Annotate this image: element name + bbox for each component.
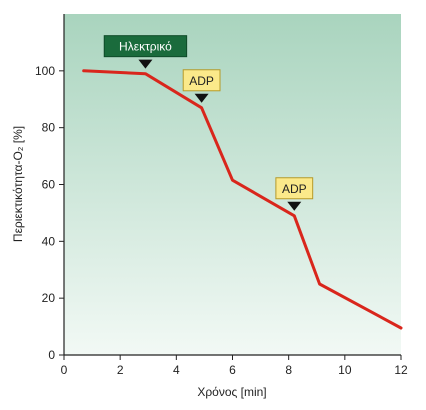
y-tick-label: 80	[42, 121, 56, 135]
annotation-label: ADP	[189, 74, 214, 88]
annotation-arrow	[138, 59, 153, 69]
annotation-arrow	[287, 201, 302, 211]
y-tick-label: 60	[42, 178, 56, 192]
annotation-marker: ADP	[275, 177, 314, 211]
annotation-label-box	[275, 177, 314, 200]
plot-background	[64, 14, 401, 355]
y-tick-label: 0	[48, 348, 55, 362]
y-tick-label: 20	[42, 291, 56, 305]
annotation-arrow	[194, 93, 209, 103]
annotation-label-box	[182, 69, 221, 92]
annotation-label: Ηλεκτρικό	[119, 40, 172, 54]
series	[82, 69, 403, 330]
annotation-label: ADP	[282, 182, 307, 196]
x-axis-label: Χρόνος [min]	[197, 385, 266, 399]
x-tick-label: 12	[394, 363, 408, 377]
x-tick-label: 0	[61, 363, 68, 377]
ticks: 0 2 4 6 8 10 12 0 20 40 60 80 100	[35, 64, 408, 377]
annotations: Ηλεκτρικό ADP ADP	[103, 35, 314, 211]
x-tick-label: 6	[229, 363, 236, 377]
y-axis-label: Περιεκτικότητα-O₂ [%]	[11, 126, 25, 242]
annotation-marker: Ηλεκτρικό	[103, 35, 188, 69]
x-tick-label: 10	[338, 363, 352, 377]
annotation-label-box	[103, 35, 188, 58]
annotation-marker: ADP	[182, 69, 221, 103]
x-tick-label: 8	[285, 363, 292, 377]
series-line	[82, 69, 403, 330]
x-tick-label: 4	[173, 363, 180, 377]
y-tick-label: 40	[42, 234, 56, 248]
y-tick-label: 100	[35, 64, 55, 78]
x-tick-label: 2	[117, 363, 124, 377]
